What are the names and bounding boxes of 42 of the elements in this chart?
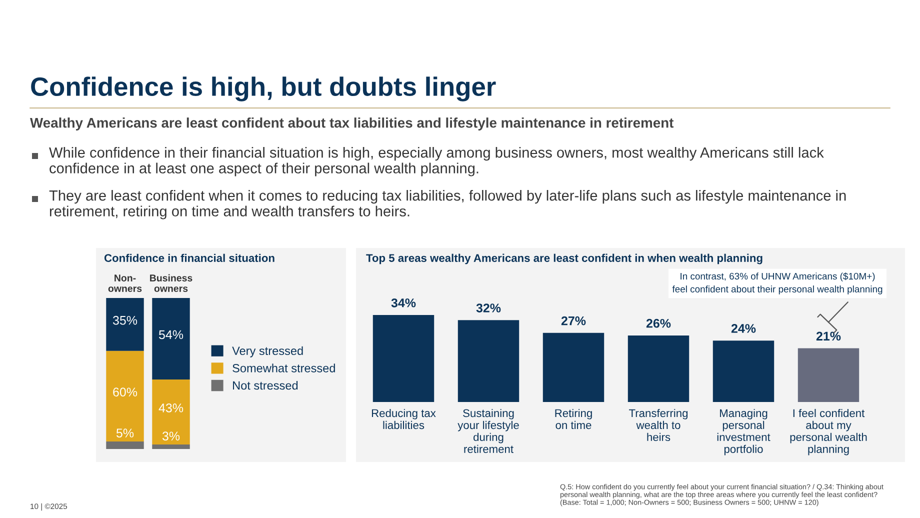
bar — [106, 441, 144, 449]
data-label: 24% — [731, 324, 756, 333]
data-label: 32% — [476, 304, 501, 312]
data-label: 3% — [162, 432, 180, 440]
bar — [106, 298, 144, 351]
x-tick-label: Retiring on time — [555, 408, 592, 430]
bar — [106, 350, 144, 442]
x-tick-label: Reducing tax liabilities — [372, 408, 436, 430]
bar — [152, 380, 190, 444]
x-tick-label: Transferring wealth to heirs — [629, 408, 688, 442]
bar — [542, 332, 604, 402]
text: Confidence is high, but doubts linger — [31, 76, 496, 102]
bar — [798, 348, 860, 402]
data-label: 21% — [816, 332, 841, 341]
legend-label: Very stressed — [232, 346, 303, 358]
data-label: 34% — [391, 298, 416, 308]
legend-label: Not stressed — [233, 381, 298, 390]
text: They are least confident when it comes to reducing tax liabilities, followed by later-life plans such as lifestyle maintenance in retirement, retiring on time and wealth transfers to heirs. — [49, 190, 846, 220]
data-label: 26% — [646, 318, 671, 328]
bar — [152, 298, 190, 380]
chart-title: Confidence in financial situation — [104, 254, 274, 262]
x-tick-label: Sustaining your lifestyle during retirement — [458, 408, 519, 454]
text: While confidence in their financial situation is high, especially among business owners, most wealthy Americans still lack confidence in at least one aspect of their personal wealth planning. — [49, 147, 824, 176]
data-label: 27% — [561, 316, 586, 326]
bar — [152, 444, 190, 449]
bar — [628, 335, 690, 402]
data-label: 60% — [113, 388, 138, 396]
text: Wealthy Americans are least confident about tax liabilities and lifestyle maintenance in retirement — [30, 118, 674, 130]
data-label: 5% — [116, 428, 134, 438]
text: In contrast, 63% of UHNW Americans ($10M+) feel confident about their personal wealth planning — [672, 272, 882, 294]
x-tick-label: Non- owners — [108, 274, 142, 292]
bar — [458, 320, 520, 402]
data-label: 54% — [158, 330, 184, 340]
x-tick-label: Business owners — [150, 274, 192, 292]
chart-title: Top 5 areas wealthy Americans are least confident in when wealth planning — [366, 254, 762, 264]
bar — [372, 315, 434, 402]
x-tick-label: Managing personal investment portfolio — [717, 408, 770, 456]
data-label: 43% — [158, 403, 184, 412]
x-tick-label: I feel confident about my personal wealth planning — [790, 408, 867, 456]
legend-label: Somewhat stressed — [232, 364, 335, 372]
bar — [712, 340, 774, 402]
data-label: 35% — [112, 316, 138, 325]
